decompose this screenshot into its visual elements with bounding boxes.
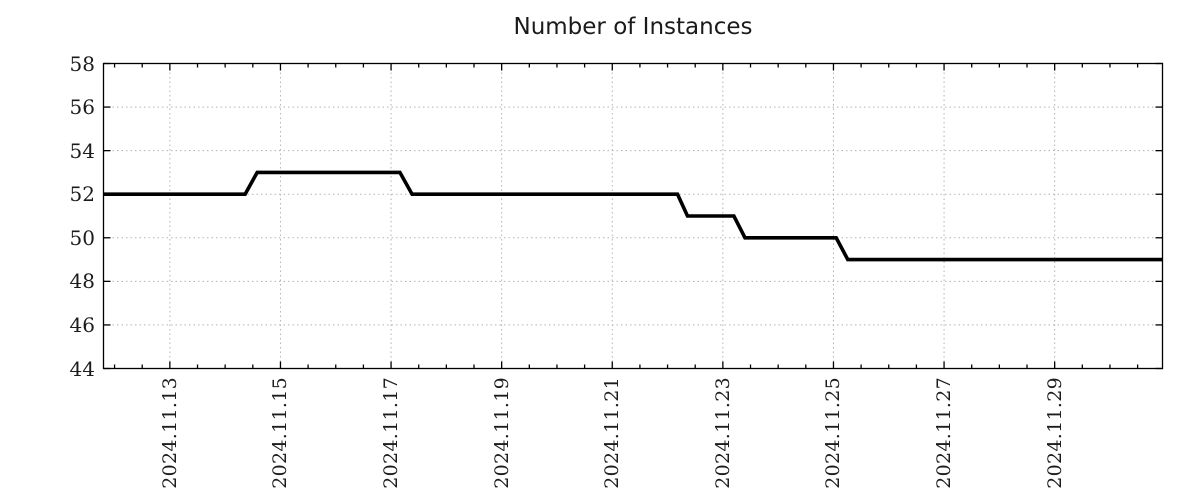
data-line-instances bbox=[103, 170, 1163, 262]
y-tick-label: 48 bbox=[69, 269, 95, 294]
axis-ticks bbox=[103, 62, 1163, 370]
x-tick-label: 2024.11.29 bbox=[1043, 377, 1066, 489]
x-tick-label: 2024.11.13 bbox=[158, 377, 181, 489]
x-tick-label: 2024.11.23 bbox=[711, 377, 734, 489]
y-tick-label: 50 bbox=[69, 225, 95, 250]
x-tick-label: 2024.11.27 bbox=[933, 377, 956, 489]
x-tick-label: 2024.11.15 bbox=[269, 377, 292, 489]
y-tick-label: 58 bbox=[69, 51, 95, 76]
chart-title: Number of Instances bbox=[513, 14, 753, 40]
y-tick-label: 44 bbox=[69, 356, 95, 381]
y-tick-label: 46 bbox=[69, 312, 95, 337]
y-tick-label: 56 bbox=[69, 95, 95, 120]
gridlines bbox=[103, 63, 1163, 369]
y-tick-label: 52 bbox=[69, 182, 95, 207]
x-tick-label: 2024.11.17 bbox=[380, 377, 403, 489]
x-tick-label: 2024.11.21 bbox=[601, 377, 624, 489]
y-tick-label: 54 bbox=[69, 138, 95, 163]
plot-border bbox=[102, 62, 1164, 370]
x-tick-label: 2024.11.25 bbox=[822, 377, 845, 489]
data-series bbox=[103, 170, 1163, 262]
x-tick-label: 2024.11.19 bbox=[490, 377, 513, 489]
